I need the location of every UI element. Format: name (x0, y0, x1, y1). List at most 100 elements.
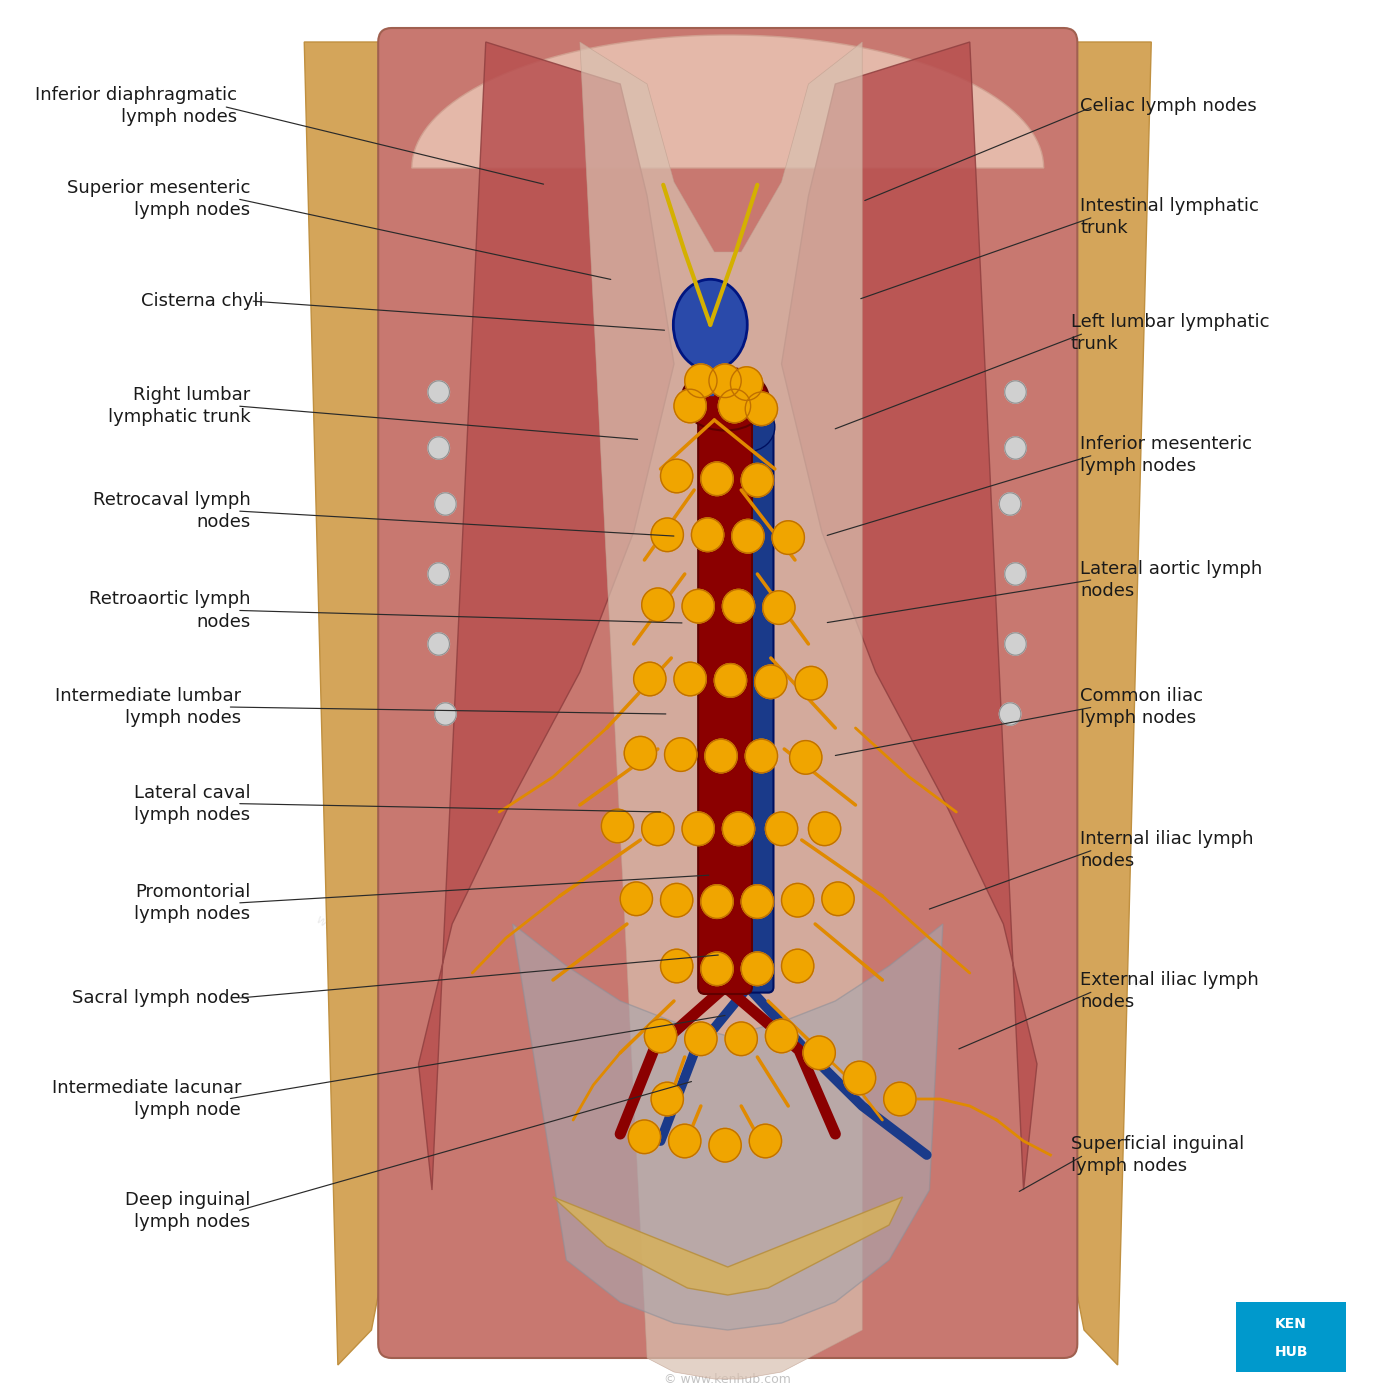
Text: Inferior diaphragmatic
lymph nodes: Inferior diaphragmatic lymph nodes (35, 87, 237, 126)
Circle shape (822, 882, 854, 916)
Text: www.kenhub.com: www.kenhub.com (1039, 913, 1142, 991)
Ellipse shape (682, 367, 769, 431)
Text: Intermediate lacunar
lymph node: Intermediate lacunar lymph node (52, 1079, 241, 1119)
Circle shape (1005, 633, 1026, 655)
Circle shape (673, 662, 706, 696)
FancyBboxPatch shape (699, 392, 752, 994)
Text: Right lumbar
lymphatic trunk: Right lumbar lymphatic trunk (108, 386, 251, 426)
Circle shape (428, 633, 449, 655)
Circle shape (741, 463, 773, 497)
Circle shape (795, 666, 827, 700)
Circle shape (749, 1124, 781, 1158)
Circle shape (732, 519, 764, 553)
Text: Left lumbar lymphatic
trunk: Left lumbar lymphatic trunk (1071, 314, 1270, 353)
Text: © www.kenhub.com: © www.kenhub.com (665, 1373, 791, 1386)
FancyBboxPatch shape (1236, 1302, 1347, 1372)
Circle shape (701, 462, 734, 496)
Circle shape (641, 588, 673, 622)
Text: Promontorial
lymph nodes: Promontorial lymph nodes (134, 883, 251, 923)
Text: Intermediate lumbar
lymph nodes: Intermediate lumbar lymph nodes (55, 687, 241, 727)
Circle shape (741, 885, 773, 918)
Circle shape (1000, 703, 1021, 725)
Circle shape (790, 741, 822, 774)
Circle shape (602, 809, 634, 843)
Circle shape (651, 1082, 683, 1116)
Circle shape (673, 389, 706, 423)
Circle shape (644, 1019, 676, 1053)
Circle shape (624, 736, 657, 770)
Circle shape (773, 521, 805, 554)
Circle shape (843, 1061, 875, 1095)
Circle shape (434, 493, 456, 515)
Text: KEN: KEN (1275, 1317, 1308, 1331)
Text: Celiac lymph nodes: Celiac lymph nodes (1079, 98, 1257, 115)
Text: Lateral aortic lymph
nodes: Lateral aortic lymph nodes (1079, 560, 1263, 599)
PathPatch shape (304, 42, 433, 1365)
Circle shape (763, 591, 795, 624)
Text: www.kenhub.com: www.kenhub.com (314, 913, 417, 991)
Ellipse shape (721, 403, 774, 452)
Circle shape (692, 518, 724, 552)
Text: Intestinal lymphatic
trunk: Intestinal lymphatic trunk (1079, 197, 1259, 237)
Ellipse shape (673, 280, 748, 370)
Circle shape (766, 812, 798, 846)
Text: Sacral lymph nodes: Sacral lymph nodes (73, 990, 251, 1007)
Circle shape (804, 1036, 836, 1070)
Circle shape (741, 952, 773, 986)
PathPatch shape (512, 924, 942, 1330)
Circle shape (685, 364, 717, 398)
Circle shape (1005, 437, 1026, 459)
Text: www.kenhub.com: www.kenhub.com (669, 623, 787, 637)
Circle shape (641, 812, 673, 846)
Circle shape (722, 589, 755, 623)
Circle shape (629, 1120, 661, 1154)
Circle shape (661, 949, 693, 983)
Circle shape (669, 1124, 701, 1158)
Circle shape (745, 739, 777, 773)
Circle shape (808, 812, 840, 846)
Text: www.kenhub.com: www.kenhub.com (1039, 269, 1142, 347)
Circle shape (718, 389, 750, 423)
Circle shape (428, 563, 449, 585)
Circle shape (714, 664, 746, 697)
Circle shape (682, 589, 714, 623)
Circle shape (634, 662, 666, 696)
Circle shape (1000, 493, 1021, 515)
Circle shape (1005, 381, 1026, 403)
Circle shape (661, 459, 693, 493)
Text: Retroaortic lymph
nodes: Retroaortic lymph nodes (90, 591, 251, 630)
FancyBboxPatch shape (378, 28, 1078, 1358)
PathPatch shape (580, 42, 862, 1379)
Circle shape (755, 665, 787, 699)
Text: Cisterna chyli: Cisterna chyli (141, 293, 265, 309)
Circle shape (731, 367, 763, 400)
Circle shape (766, 1019, 798, 1053)
Text: Superficial inguinal
lymph nodes: Superficial inguinal lymph nodes (1071, 1135, 1243, 1175)
Text: Inferior mesenteric
lymph nodes: Inferior mesenteric lymph nodes (1079, 435, 1252, 475)
Circle shape (620, 882, 652, 916)
Circle shape (706, 739, 738, 773)
Circle shape (434, 703, 456, 725)
Circle shape (781, 949, 813, 983)
Circle shape (745, 392, 777, 426)
PathPatch shape (781, 42, 1037, 1190)
Text: Common iliac
lymph nodes: Common iliac lymph nodes (1079, 687, 1203, 727)
Text: HUB: HUB (1274, 1345, 1308, 1359)
Text: www.kenhub.com: www.kenhub.com (314, 269, 417, 347)
PathPatch shape (412, 35, 1044, 168)
Circle shape (682, 812, 714, 846)
FancyBboxPatch shape (722, 421, 773, 993)
Circle shape (722, 812, 755, 846)
Circle shape (708, 364, 741, 398)
Text: www.kenhub.com: www.kenhub.com (669, 203, 787, 217)
Circle shape (1005, 563, 1026, 585)
Circle shape (651, 518, 683, 552)
Circle shape (428, 437, 449, 459)
Circle shape (665, 738, 697, 771)
Text: External iliac lymph
nodes: External iliac lymph nodes (1079, 972, 1259, 1011)
Text: www.kenhub.com: www.kenhub.com (669, 1141, 787, 1155)
Text: Superior mesenteric
lymph nodes: Superior mesenteric lymph nodes (67, 179, 251, 218)
Circle shape (701, 952, 734, 986)
Text: Lateral caval
lymph nodes: Lateral caval lymph nodes (134, 784, 251, 823)
PathPatch shape (553, 1197, 903, 1295)
